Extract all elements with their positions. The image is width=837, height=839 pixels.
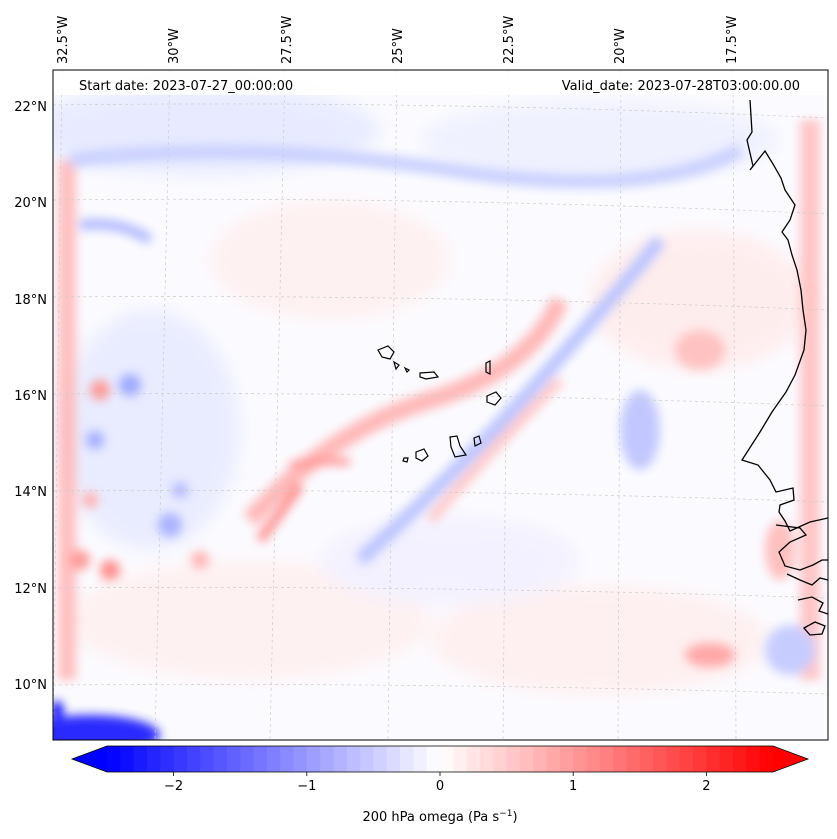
colorbar-segment: [346, 746, 361, 772]
colorbar-segment: [706, 746, 721, 772]
omega-field: [53, 70, 828, 740]
valid-date-label: Valid_date: 2023-07-28T03:00:00.00: [562, 79, 800, 94]
colorbar: −2 −1 0 1 2 200 hPa omega (Pa s−1): [70, 745, 810, 825]
colorbar-segment: [253, 746, 268, 772]
colorbar-frame: [70, 745, 810, 773]
colorbar-segment: [226, 746, 241, 772]
colorbar-segment: [559, 746, 574, 772]
lat-label: 20°N: [14, 196, 47, 211]
colorbar-segment: [360, 746, 374, 772]
colorbar-segment: [413, 746, 428, 772]
latitude-labels: 22°N 20°N 18°N 16°N 14°N 12°N 10°N: [14, 100, 47, 693]
colorbar-segment: [626, 746, 641, 772]
colorbar-label: 200 hPa omega (Pa s−1): [362, 809, 517, 825]
colorbar-segment: [240, 746, 255, 772]
lon-label: 22.5°W: [502, 16, 517, 64]
lat-label: 18°N: [14, 293, 47, 308]
colorbar-segment: [120, 746, 135, 772]
colorbar-segment: [173, 746, 188, 772]
colorbar-segment: [107, 746, 121, 772]
lat-label: 22°N: [14, 100, 47, 115]
colorbar-tick-label: −1: [297, 779, 316, 794]
colorbar-segment: [746, 746, 761, 772]
colorbar-segment: [666, 746, 681, 772]
colorbar-segment: [479, 746, 494, 772]
lon-label: 17.5°W: [725, 16, 740, 64]
colorbar-segment: [493, 746, 508, 772]
cape-verde-islands: [377, 345, 502, 463]
map-frame: [52, 69, 829, 741]
colorbar-ticks: −2 −1 0 1 2: [164, 772, 711, 794]
colorbar-segment: [426, 746, 441, 772]
lat-label: 12°N: [14, 582, 47, 597]
colorbar-segment: [653, 746, 668, 772]
colorbar-segment: [573, 746, 588, 772]
colorbar-segment: [280, 746, 295, 772]
start-date-label: Start date: 2023-07-27_00:00:00: [79, 79, 293, 94]
colorbar-segment: [213, 746, 228, 772]
coastline-africa: [740, 99, 828, 636]
colorbar-segment: [293, 746, 308, 772]
colorbar-segment: [599, 746, 614, 772]
colorbar-segment: [466, 746, 481, 772]
colorbar-segment: [719, 746, 734, 772]
colorbar-segment: [306, 746, 321, 772]
colorbar-extend-low: [72, 746, 107, 772]
colorbar-extend-high: [773, 746, 808, 772]
lon-label: 27.5°W: [280, 16, 295, 64]
colorbar-segment: [586, 746, 601, 772]
lon-label: 32.5°W: [56, 16, 71, 64]
colorbar-segment: [533, 746, 548, 772]
colorbar-segment: [733, 746, 747, 772]
colorbar-segment: [320, 746, 335, 772]
colorbar-segments: [107, 746, 774, 772]
lat-label: 14°N: [14, 485, 47, 500]
colorbar-segment: [693, 746, 707, 772]
longitude-labels: 32.5°W 30°W 27.5°W 25°W 22.5°W 20°W 17.5…: [56, 16, 740, 64]
date-banner: [54, 71, 827, 95]
colorbar-segment: [546, 746, 561, 772]
colorbar-segment: [200, 746, 215, 772]
colorbar-segment: [386, 746, 401, 772]
colorbar-tick-label: 2: [702, 779, 710, 794]
colorbar-tick-label: 1: [569, 779, 577, 794]
colorbar-segment: [759, 746, 774, 772]
lon-label: 30°W: [167, 28, 182, 64]
colorbar-segment: [373, 746, 388, 772]
colorbar-segment: [186, 746, 201, 772]
lon-label: 25°W: [391, 28, 406, 64]
colorbar-tick-label: −2: [164, 779, 183, 794]
colorbar-segment: [679, 746, 694, 772]
colorbar-segment: [506, 746, 521, 772]
colorbar-segment: [266, 746, 281, 772]
field-features: [53, 120, 820, 740]
lat-label: 16°N: [14, 389, 47, 404]
colorbar-segment: [133, 746, 148, 772]
colorbar-segment: [146, 746, 161, 772]
colorbar-segment: [639, 746, 654, 772]
colorbar-segment: [400, 746, 414, 772]
lat-label: 10°N: [14, 678, 47, 693]
colorbar-segment: [453, 746, 468, 772]
colorbar-tick-label: 0: [436, 779, 444, 794]
colorbar-segment: [613, 746, 628, 772]
colorbar-segment: [333, 746, 348, 772]
colorbar-segment: [160, 746, 175, 772]
colorbar-segment: [519, 746, 534, 772]
lon-label: 20°W: [613, 28, 628, 64]
graticule: [53, 70, 828, 740]
colorbar-segment: [440, 746, 454, 772]
